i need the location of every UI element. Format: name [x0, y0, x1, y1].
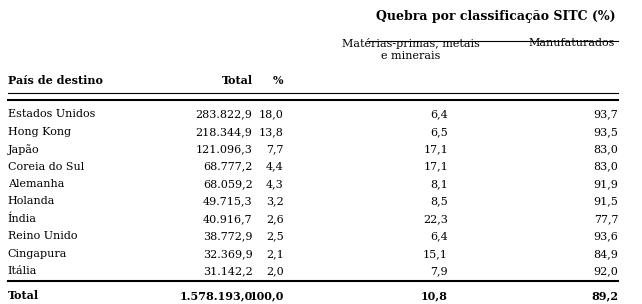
Text: 2,6: 2,6	[266, 214, 284, 224]
Text: 18,0: 18,0	[259, 109, 284, 119]
Text: Coreia do Sul: Coreia do Sul	[8, 162, 84, 171]
Text: 4,3: 4,3	[266, 179, 284, 189]
Text: 83,0: 83,0	[594, 162, 618, 171]
Text: Quebra por classificação SITC (%): Quebra por classificação SITC (%)	[376, 10, 616, 23]
Text: 7,7: 7,7	[266, 144, 284, 154]
Text: 218.344,9: 218.344,9	[196, 127, 252, 137]
Text: Hong Kong: Hong Kong	[8, 127, 71, 137]
Text: 8,5: 8,5	[430, 196, 448, 206]
Text: 49.715,3: 49.715,3	[203, 196, 252, 206]
Text: 32.369,9: 32.369,9	[203, 249, 252, 259]
Text: 1.578.193,0: 1.578.193,0	[179, 290, 252, 301]
Text: 40.916,7: 40.916,7	[203, 214, 252, 224]
Text: 38.772,9: 38.772,9	[203, 231, 252, 241]
Text: 91,9: 91,9	[594, 179, 618, 189]
Text: Total: Total	[8, 290, 39, 301]
Text: 6,4: 6,4	[430, 109, 448, 119]
Text: 68.777,2: 68.777,2	[203, 162, 252, 171]
Text: 7,9: 7,9	[430, 266, 448, 276]
Text: 68.059,2: 68.059,2	[203, 179, 252, 189]
Text: 6,4: 6,4	[430, 231, 448, 241]
Text: 17,1: 17,1	[423, 144, 448, 154]
Text: 93,5: 93,5	[594, 127, 618, 137]
Text: 13,8: 13,8	[259, 127, 284, 137]
Text: 83,0: 83,0	[594, 144, 618, 154]
Text: 2,5: 2,5	[266, 231, 284, 241]
Text: 8,1: 8,1	[430, 179, 448, 189]
Text: 2,1: 2,1	[266, 249, 284, 259]
Text: Cingapura: Cingapura	[8, 249, 67, 259]
Text: Matérias-primas, metais
e minerais: Matérias-primas, metais e minerais	[342, 38, 480, 61]
Text: Itália: Itália	[8, 266, 37, 276]
Text: 91,5: 91,5	[594, 196, 618, 206]
Text: 93,7: 93,7	[594, 109, 618, 119]
Text: 89,2: 89,2	[591, 290, 618, 301]
Text: 4,4: 4,4	[266, 162, 284, 171]
Text: 100,0: 100,0	[249, 290, 284, 301]
Text: País de destino: País de destino	[8, 75, 103, 86]
Text: 92,0: 92,0	[594, 266, 618, 276]
Text: Holanda: Holanda	[8, 196, 55, 206]
Text: Manufaturados: Manufaturados	[529, 38, 615, 48]
Text: 6,5: 6,5	[430, 127, 448, 137]
Text: 17,1: 17,1	[423, 162, 448, 171]
Text: Índia: Índia	[8, 214, 37, 224]
Text: 22,3: 22,3	[423, 214, 448, 224]
Text: 283.822,9: 283.822,9	[196, 109, 252, 119]
Text: Japão: Japão	[8, 144, 39, 155]
Text: 3,2: 3,2	[266, 196, 284, 206]
Text: 31.142,2: 31.142,2	[203, 266, 252, 276]
Text: Reino Unido: Reino Unido	[8, 231, 77, 241]
Text: 15,1: 15,1	[423, 249, 448, 259]
Text: 121.096,3: 121.096,3	[196, 144, 252, 154]
Text: %: %	[273, 75, 284, 86]
Text: 93,6: 93,6	[594, 231, 618, 241]
Text: 77,7: 77,7	[594, 214, 618, 224]
Text: Estados Unidos: Estados Unidos	[8, 109, 95, 119]
Text: 10,8: 10,8	[421, 290, 448, 301]
Text: 2,0: 2,0	[266, 266, 284, 276]
Text: Total: Total	[221, 75, 252, 86]
Text: Alemanha: Alemanha	[8, 179, 64, 189]
Text: 84,9: 84,9	[594, 249, 618, 259]
